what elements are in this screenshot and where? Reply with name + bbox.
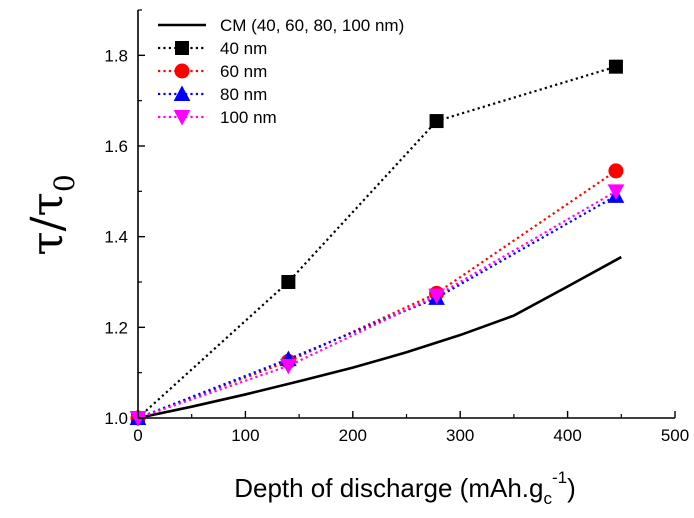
series-line — [137, 65, 617, 419]
x-tick-label: 400 — [553, 426, 581, 445]
data-point — [281, 275, 296, 289]
y-tick-label: 1.0 — [104, 409, 128, 428]
data-point — [608, 163, 624, 179]
y-tick-label: 1.8 — [104, 46, 128, 65]
data-point — [280, 358, 297, 375]
y-axis-label: τ/τ0 — [22, 174, 81, 255]
data-point — [429, 114, 444, 129]
legend-label: 40 nm — [220, 39, 267, 58]
legend: CM (40, 60, 80, 100 nm) 40 nm 60 nm 80 nm 10… — [158, 16, 404, 127]
legend-label: 60 nm — [220, 62, 267, 81]
y-axis-label-sub: 0 — [48, 174, 81, 192]
legend-item-1: 40 nm — [158, 39, 267, 58]
legend-marker — [175, 41, 189, 55]
x-axis-label-sup: -1 — [552, 468, 567, 487]
y-axis-label-main: τ/τ — [22, 192, 73, 256]
x-tick-label: 300 — [446, 426, 474, 445]
y-tick-label: 1.4 — [104, 228, 128, 247]
series-3 — [129, 187, 625, 425]
series-line — [137, 190, 617, 420]
x-tick-label: 500 — [661, 426, 689, 445]
series-4 — [129, 184, 625, 427]
series-2 — [130, 163, 624, 426]
legend-item-0: CM (40, 60, 80, 100 nm) — [158, 16, 404, 35]
data-point — [608, 59, 623, 74]
legend-marker — [173, 110, 191, 126]
axis-labels: Depth of discharge (mAh.gc-1) τ/τ0 — [22, 174, 576, 508]
series-line — [137, 255, 622, 420]
legend-item-3: 80 nm — [158, 85, 267, 104]
legend-marker — [173, 85, 191, 101]
series-0 — [137, 255, 622, 420]
x-axis-label-end: ) — [567, 473, 576, 503]
x-axis-label-sub: c — [543, 489, 552, 508]
legend-marker — [174, 63, 190, 79]
legend-label: 100 nm — [220, 108, 277, 127]
x-axis-label-main: Depth of discharge (mAh.g — [234, 473, 543, 503]
y-tick-label: 1.6 — [104, 137, 128, 156]
series-1 — [131, 59, 623, 425]
data-point — [607, 184, 625, 200]
x-axis-label: Depth of discharge (mAh.gc-1) — [234, 468, 576, 508]
x-tick-label: 0 — [133, 426, 142, 445]
legend-label: 80 nm — [220, 85, 267, 104]
data-point — [428, 288, 445, 305]
series-line — [137, 194, 617, 420]
legend-item-4: 100 nm — [158, 108, 277, 127]
y-tick-label: 1.2 — [104, 318, 128, 337]
series-line — [137, 170, 617, 420]
axes: 0 100 200 300 400 500 1.0 1.2 1.4 1.6 1.8 — [104, 9, 689, 445]
x-tick-label: 200 — [339, 426, 367, 445]
series-group — [129, 59, 625, 427]
legend-item-2: 60 nm — [158, 62, 267, 81]
legend-label: CM (40, 60, 80, 100 nm) — [220, 16, 404, 35]
x-tick-label: 100 — [231, 426, 259, 445]
